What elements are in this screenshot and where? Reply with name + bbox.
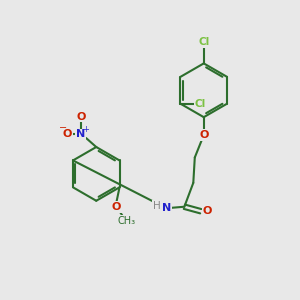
Text: Cl: Cl xyxy=(195,99,206,109)
Text: N: N xyxy=(162,203,171,213)
Text: O: O xyxy=(199,130,208,140)
Text: O: O xyxy=(112,202,121,212)
Text: O: O xyxy=(63,130,72,140)
Text: N: N xyxy=(76,130,85,140)
Text: H: H xyxy=(153,201,161,211)
Text: O: O xyxy=(202,206,212,216)
Text: +: + xyxy=(82,125,88,134)
Text: O: O xyxy=(76,112,86,122)
Text: Cl: Cl xyxy=(198,38,209,47)
Text: −: − xyxy=(59,124,68,134)
Text: CH₃: CH₃ xyxy=(118,216,136,226)
